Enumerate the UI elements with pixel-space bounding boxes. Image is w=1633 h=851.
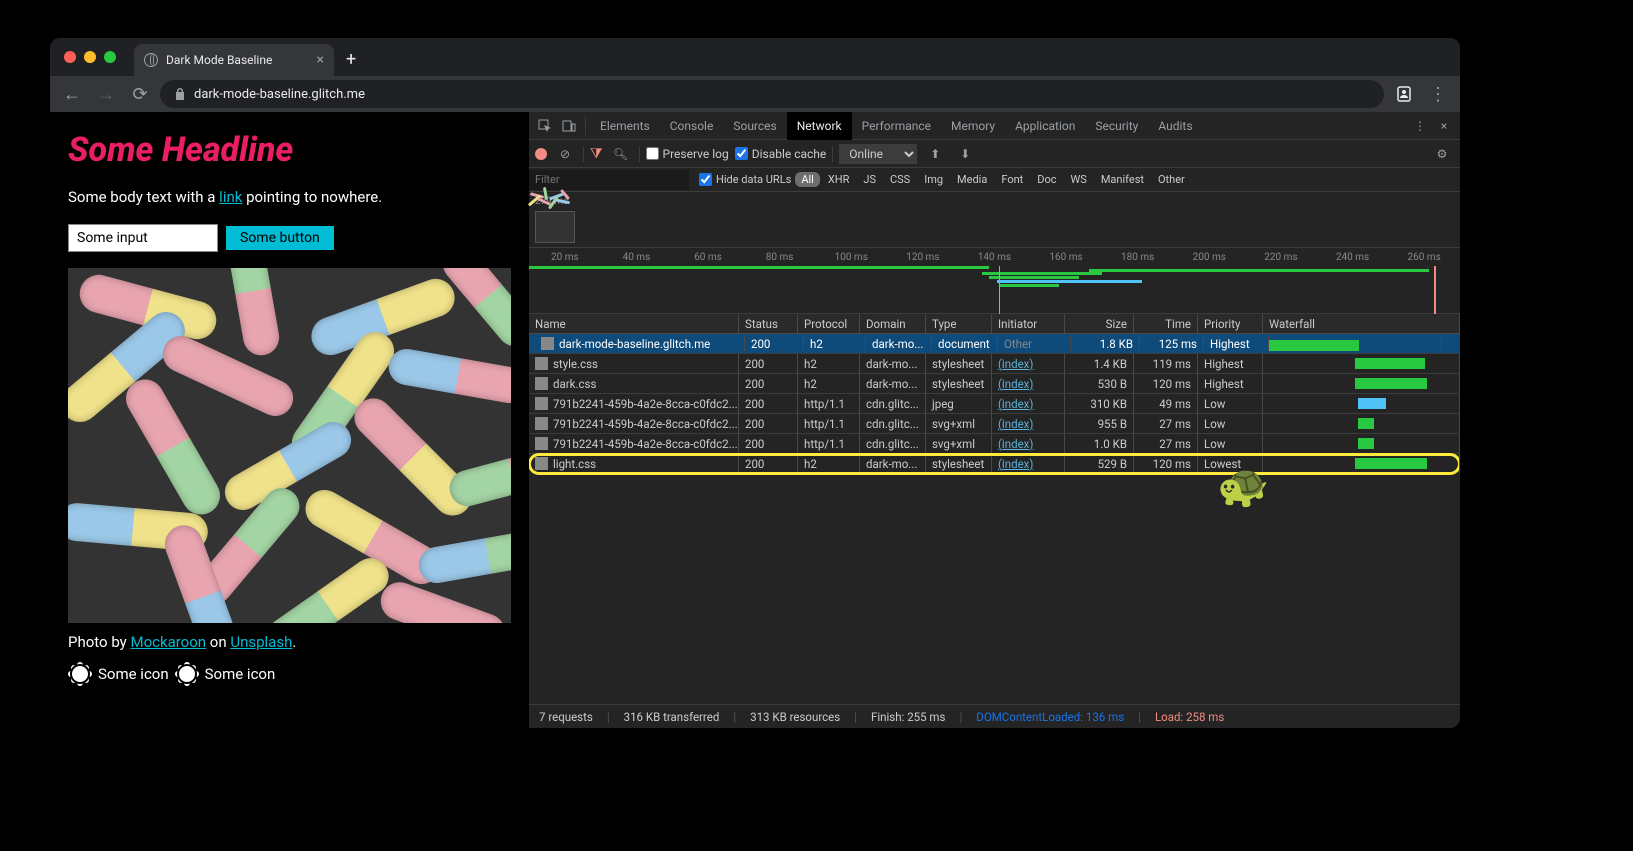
tab-title: Dark Mode Baseline (166, 53, 272, 67)
credit-link-2[interactable]: Unsplash (230, 633, 292, 651)
devtools-tab-console[interactable]: Console (660, 112, 724, 140)
devtools-tab-sources[interactable]: Sources (723, 112, 786, 140)
reload-button[interactable]: ⟳ (126, 80, 154, 108)
close-button[interactable] (64, 51, 76, 63)
devtools-tab-application[interactable]: Application (1005, 112, 1085, 140)
globe-icon (144, 53, 158, 67)
sample-button[interactable]: Some button (224, 224, 336, 252)
maximize-button[interactable] (104, 51, 116, 63)
record-button[interactable] (535, 148, 547, 160)
device-icon[interactable] (557, 114, 581, 138)
filter-type-manifest[interactable]: Manifest (1095, 172, 1150, 187)
credit-link-1[interactable]: Mockaroon (130, 633, 206, 651)
devtools-tab-network[interactable]: Network (787, 112, 852, 140)
devtools-tabs: ElementsConsoleSourcesNetworkPerformance… (529, 112, 1460, 140)
filter-bar: Hide data URLs AllXHRJSCSSImgMediaFontDo… (529, 168, 1460, 192)
devtools-panel: ElementsConsoleSourcesNetworkPerformance… (529, 112, 1460, 728)
devtools-tab-audits[interactable]: Audits (1148, 112, 1202, 140)
lock-icon (174, 87, 186, 101)
profile-icon[interactable] (1390, 80, 1418, 108)
upload-icon[interactable]: ⬆ (923, 142, 947, 166)
page-headline: Some Headline (68, 130, 511, 170)
close-tab-icon[interactable]: × (317, 52, 324, 68)
devtools-menu-icon[interactable]: ⋮ (1408, 114, 1432, 138)
filter-type-other[interactable]: Other (1152, 172, 1191, 187)
hero-image (68, 268, 511, 623)
network-toolbar: ⊘ ⧩ 🔍︎ Preserve log Disable cache Online… (529, 140, 1460, 168)
network-row[interactable]: dark-mode-baseline.glitch.me 200 h2 dark… (529, 334, 1460, 354)
filter-type-doc[interactable]: Doc (1031, 172, 1062, 187)
filter-type-font[interactable]: Font (995, 172, 1029, 187)
sample-input[interactable] (68, 224, 218, 252)
network-row[interactable]: light.css 200 h2 dark-mo... stylesheet (… (529, 454, 1460, 474)
filter-input[interactable] (529, 170, 689, 190)
filter-type-all[interactable]: All (795, 172, 820, 187)
menu-icon[interactable]: ⋮ (1424, 80, 1452, 108)
traffic-lights (64, 51, 116, 63)
titlebar: Dark Mode Baseline × + (50, 38, 1460, 76)
timeline-header[interactable]: 20 ms40 ms60 ms80 ms100 ms120 ms140 ms16… (529, 248, 1460, 314)
settings-icon[interactable]: ⚙ (1430, 142, 1454, 166)
disable-cache-checkbox[interactable]: Disable cache (735, 147, 827, 161)
url-text: dark-mode-baseline.glitch.me (194, 87, 365, 102)
devtools-tab-security[interactable]: Security (1085, 112, 1148, 140)
photo-credit: Photo by Mockaroon on Unsplash. (68, 633, 511, 651)
icons-row: Some icon Some icon (68, 665, 511, 683)
throttle-select[interactable]: Online (839, 144, 917, 164)
body-text: Some body text with a link pointing to n… (68, 188, 511, 206)
preserve-log-checkbox[interactable]: Preserve log (646, 147, 729, 161)
body-link[interactable]: link (219, 188, 242, 206)
devtools-tab-elements[interactable]: Elements (590, 112, 660, 140)
network-row[interactable]: 791b2241-459b-4a2e-8cca-c0fdc2... 200 ht… (529, 434, 1460, 454)
sun-icon (72, 666, 88, 682)
network-grid: Name Status Protocol Domain Type Initiat… (529, 314, 1460, 704)
forward-button[interactable]: → (92, 80, 120, 108)
search-icon[interactable]: 🔍︎ (609, 142, 633, 166)
browser-tab[interactable]: Dark Mode Baseline × (134, 44, 334, 76)
filter-icon[interactable]: ⧩ (590, 146, 603, 162)
address-bar[interactable]: dark-mode-baseline.glitch.me (160, 80, 1384, 108)
status-bar: 7 requests| 316 KB transferred| 313 KB r… (529, 704, 1460, 728)
browser-window: Dark Mode Baseline × + ← → ⟳ dark-mode-b… (50, 38, 1460, 728)
devtools-tab-memory[interactable]: Memory (941, 112, 1005, 140)
page-content: Some Headline Some body text with a link… (50, 112, 529, 728)
turtle-emoji: 🐢 (1217, 462, 1269, 511)
back-button[interactable]: ← (58, 80, 86, 108)
filter-type-img[interactable]: Img (918, 172, 949, 187)
hide-urls-checkbox[interactable]: Hide data URLs (699, 173, 791, 186)
devtools-close-icon[interactable]: × (1432, 114, 1456, 138)
network-row[interactable]: style.css 200 h2 dark-mo... stylesheet (… (529, 354, 1460, 374)
filter-type-media[interactable]: Media (951, 172, 993, 187)
minimize-button[interactable] (84, 51, 96, 63)
network-row[interactable]: 791b2241-459b-4a2e-8cca-c0fdc2... 200 ht… (529, 414, 1460, 434)
filter-type-js[interactable]: JS (857, 172, 882, 187)
inspect-icon[interactable] (533, 114, 557, 138)
download-icon[interactable]: ⬇ (953, 142, 977, 166)
filter-type-css[interactable]: CSS (884, 172, 916, 187)
filter-type-ws[interactable]: WS (1065, 172, 1093, 187)
url-bar: ← → ⟳ dark-mode-baseline.glitch.me ⋮ (50, 76, 1460, 112)
network-row[interactable]: 791b2241-459b-4a2e-8cca-c0fdc2... 200 ht… (529, 394, 1460, 414)
clear-icon[interactable]: ⊘ (553, 142, 577, 166)
grid-header: Name Status Protocol Domain Type Initiat… (529, 314, 1460, 334)
filter-type-xhr[interactable]: XHR (822, 172, 856, 187)
devtools-tab-performance[interactable]: Performance (852, 112, 941, 140)
network-row[interactable]: dark.css 200 h2 dark-mo... stylesheet (i… (529, 374, 1460, 394)
screenshot-thumb (535, 211, 575, 243)
sun-icon (179, 666, 195, 682)
new-tab-button[interactable]: + (346, 49, 356, 70)
overview-time: 279 ms (535, 196, 1454, 207)
overview-strip[interactable]: 279 ms (529, 192, 1460, 248)
